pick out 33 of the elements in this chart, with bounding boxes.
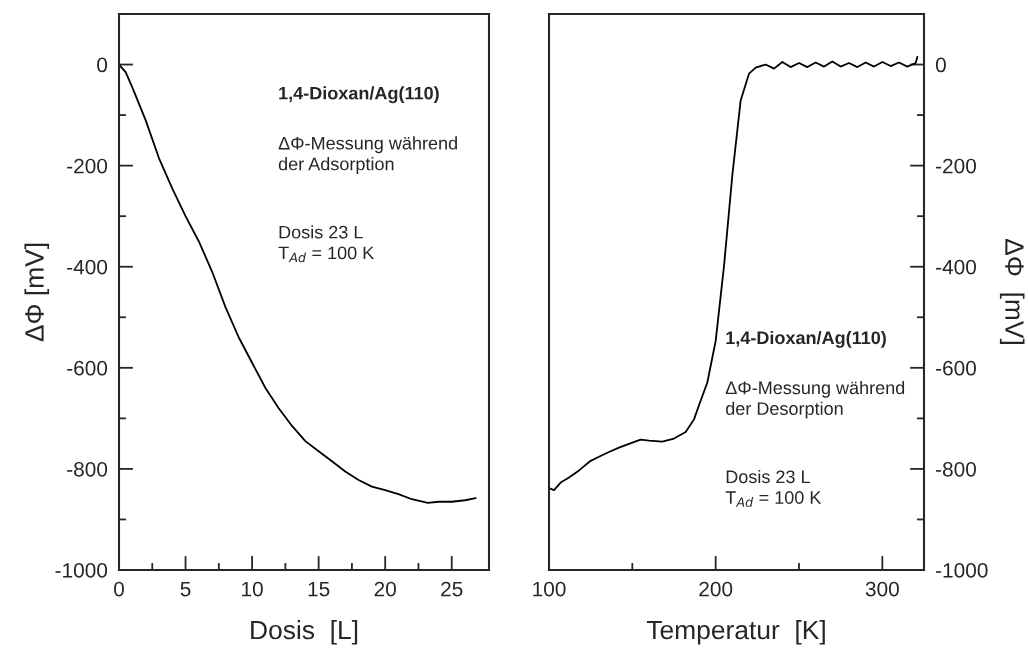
y2-tick-label: -1000 [936, 563, 988, 578]
y-axis-title: ΔΦ [mV] [24, 243, 50, 342]
y2-tick-label: -400 [936, 259, 976, 275]
y2-tick-label: -600 [936, 360, 976, 376]
x-tick-label: 5 [180, 581, 191, 597]
annotation: Dosis 23 L T$_{Ad}$ = 100 K [725, 469, 822, 507]
y-tick-label: -1000 [55, 563, 108, 578]
annotation: ΔΦ-Messung während der Desorption [725, 380, 905, 419]
y-tick-label: 0 [97, 57, 108, 73]
y2-tick-label: -800 [936, 461, 976, 477]
x-tick-label: 200 [699, 581, 733, 597]
x-axis-title: Dosis [L] [251, 619, 358, 645]
annotation: 1,4-Dioxan/Ag(110) [279, 86, 439, 104]
x-tick-label: 100 [533, 581, 566, 597]
annotation: 1,4-Dioxan/Ag(110) [726, 330, 886, 348]
y-tick-label: -200 [67, 158, 108, 174]
x-tick-label: 25 [441, 581, 463, 597]
y2-tick-label: 0 [935, 57, 946, 73]
y2-axis-title: ΔΦ [mV] [999, 238, 1025, 344]
line-series [549, 56, 919, 492]
x-tick-label: 20 [374, 581, 396, 597]
x-tick-label: 10 [242, 581, 263, 597]
annotation: Dosis 23 L T$_{Ad}$ = 100 K [278, 225, 375, 263]
x-tick-label: 300 [865, 581, 899, 597]
line-series [119, 63, 477, 504]
y-tick-label: -600 [67, 360, 108, 376]
x-tick-label: 15 [308, 581, 330, 597]
y-tick-label: -400 [67, 259, 108, 275]
x-axis-title: Temperatur [K] [646, 619, 825, 645]
y2-tick-label: -200 [936, 158, 976, 174]
annotation: ΔΦ-Messung während der Adsorption [278, 136, 457, 174]
x-tick-label: 0 [114, 581, 124, 597]
y-tick-label: -800 [67, 461, 108, 477]
